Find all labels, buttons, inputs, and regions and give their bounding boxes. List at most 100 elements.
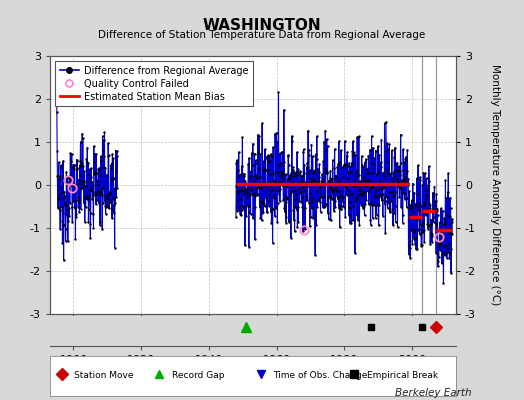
Point	[269, 206, 277, 213]
Point	[442, 194, 450, 201]
Point	[91, 169, 99, 175]
Point	[355, 133, 363, 140]
Point	[261, 180, 269, 186]
Point	[345, 160, 354, 166]
Point	[67, 176, 75, 182]
Point	[409, 234, 418, 241]
Point	[53, 147, 61, 154]
Point	[270, 213, 279, 219]
Point	[250, 150, 259, 157]
Point	[255, 132, 263, 139]
Point	[445, 212, 454, 219]
Point	[338, 194, 346, 200]
Point	[264, 152, 272, 158]
Point	[262, 194, 270, 201]
Point	[431, 206, 440, 212]
Point	[88, 188, 96, 195]
Point	[311, 211, 319, 218]
Point	[397, 204, 406, 210]
Point	[76, 172, 84, 178]
Point	[353, 168, 361, 174]
Point	[263, 209, 271, 216]
Point	[104, 152, 113, 158]
Point	[84, 160, 92, 166]
Point	[432, 191, 441, 197]
Point	[283, 196, 291, 203]
Point	[239, 191, 248, 198]
Point	[63, 174, 72, 180]
Point	[396, 172, 404, 178]
Point	[235, 149, 243, 155]
Point	[348, 148, 356, 155]
Point	[88, 185, 96, 192]
Point	[310, 168, 318, 174]
Point	[419, 218, 427, 225]
Point	[350, 182, 358, 189]
Point	[403, 168, 411, 174]
Point	[378, 186, 386, 192]
Point	[365, 178, 374, 185]
Point	[261, 167, 270, 173]
Point	[314, 197, 322, 204]
Point	[316, 209, 325, 215]
Point	[98, 226, 106, 232]
Point	[106, 189, 114, 195]
Point	[416, 221, 424, 228]
Point	[99, 200, 107, 206]
Point	[428, 231, 436, 237]
Point	[371, 180, 379, 186]
Point	[416, 177, 424, 183]
Point	[293, 149, 301, 155]
Point	[60, 222, 68, 228]
Point	[107, 176, 115, 182]
Point	[246, 211, 255, 217]
Point	[246, 192, 254, 198]
Point	[81, 182, 90, 189]
Point	[259, 167, 268, 174]
Point	[58, 189, 66, 196]
Point	[305, 200, 313, 206]
Point	[432, 198, 440, 204]
Point	[291, 187, 300, 193]
Point	[253, 173, 261, 180]
Point	[55, 196, 63, 202]
Point	[277, 160, 285, 166]
Point	[88, 179, 96, 186]
Point	[408, 204, 417, 210]
Point	[401, 195, 409, 202]
Point	[85, 186, 94, 193]
Point	[392, 166, 400, 173]
Point	[96, 157, 105, 164]
Point	[372, 188, 380, 194]
Point	[63, 179, 71, 185]
Point	[77, 139, 85, 145]
Point	[438, 233, 446, 239]
Point	[305, 223, 314, 230]
Point	[247, 150, 256, 156]
Point	[74, 196, 82, 203]
Point	[367, 133, 376, 139]
Point	[238, 203, 247, 209]
Point	[274, 169, 282, 175]
Point	[62, 212, 71, 218]
Point	[444, 170, 452, 176]
Point	[243, 184, 252, 191]
Point	[103, 195, 112, 202]
Point	[427, 217, 435, 223]
Point	[234, 190, 243, 196]
Point	[96, 190, 105, 197]
Point	[303, 160, 311, 166]
Point	[86, 221, 94, 227]
Point	[296, 189, 304, 196]
Point	[323, 170, 332, 176]
Point	[85, 166, 94, 172]
Point	[320, 203, 328, 209]
Point	[413, 191, 422, 197]
Point	[408, 241, 417, 247]
Point	[389, 169, 398, 175]
Point	[283, 182, 291, 189]
Point	[337, 206, 345, 212]
Point	[329, 188, 337, 195]
Point	[69, 164, 77, 170]
Point	[378, 190, 387, 197]
